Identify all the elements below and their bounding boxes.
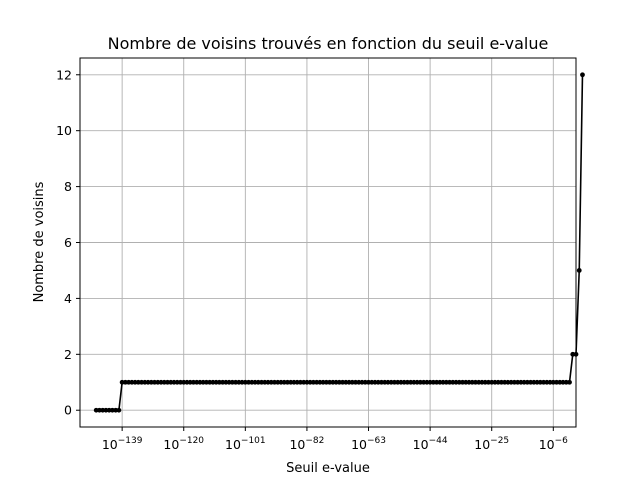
series (93, 72, 585, 413)
y-axis-label: Nombre de voisins (32, 181, 47, 302)
y-tick-label: 12 (56, 67, 72, 82)
data-point (567, 379, 572, 385)
x-tick-label: 10−6 (539, 436, 568, 452)
x-tick-label: 10−25 (474, 436, 509, 452)
y-tick-label: 10 (56, 123, 72, 138)
y-tick-label: 4 (64, 291, 72, 306)
x-axis-label: Seuil e-value (286, 461, 370, 476)
grid (80, 58, 576, 427)
chart-title: Nombre de voisins trouvés en fonction du… (108, 34, 549, 53)
ticks: 10−139 10−120 10−101 10−82 10−63 10−44 10−25 10… (56, 67, 568, 452)
y-tick-label: 2 (64, 347, 72, 362)
data-point (116, 407, 122, 413)
x-tick-label: 10−101 (225, 436, 266, 452)
x-tick-label: 10−82 (289, 436, 324, 452)
y-tick-label: 0 (64, 403, 72, 418)
x-tick-label: 10−44 (413, 436, 448, 452)
y-tick-label: 8 (64, 179, 72, 194)
x-tick-label: 10−120 (163, 436, 204, 452)
data-point (576, 268, 582, 273)
x-tick-label: 10−63 (351, 436, 386, 452)
plot-frame (79, 57, 577, 428)
data-point (580, 72, 585, 78)
x-tick-label: 10−139 (102, 436, 143, 452)
y-tick-label: 6 (64, 235, 72, 250)
